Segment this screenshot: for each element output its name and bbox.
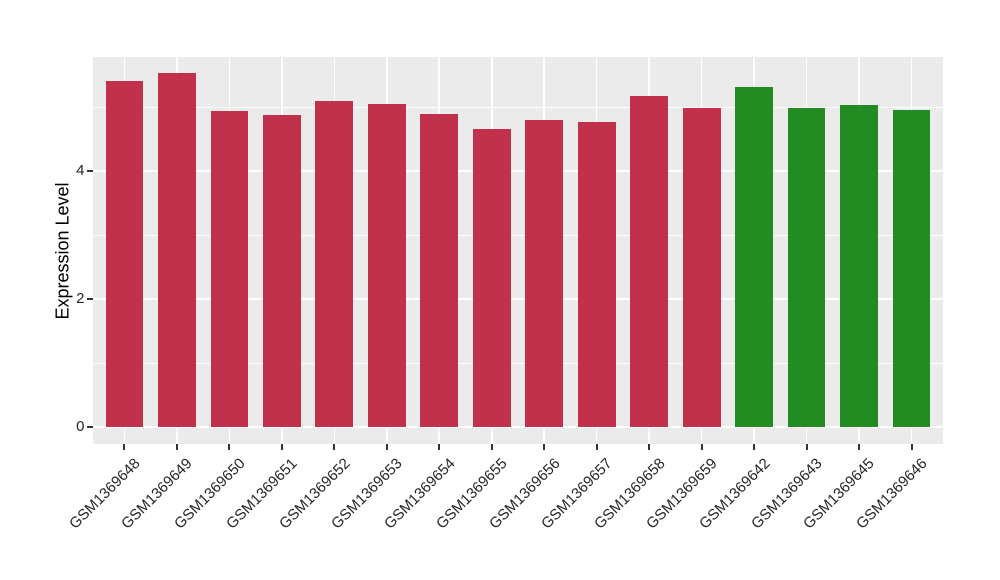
x-tick-mark-gsm1369648 xyxy=(123,444,126,450)
bar-gsm1369646 xyxy=(892,109,931,427)
x-tick-mark-gsm1369657 xyxy=(595,444,598,450)
x-tick-mark-gsm1369655 xyxy=(490,444,493,450)
x-tick-mark-gsm1369651 xyxy=(280,444,283,450)
minor-gridline-y-1 xyxy=(93,362,943,364)
x-tick-mark-gsm1369649 xyxy=(175,444,178,450)
x-tick-mark-gsm1369642 xyxy=(753,444,756,450)
bar-gsm1369652 xyxy=(315,101,354,427)
x-tick-mark-gsm1369645 xyxy=(858,444,861,450)
y-axis-title: Expression Level xyxy=(52,181,72,320)
y-tick-label-0: 0 xyxy=(76,418,85,435)
bar-gsm1369656 xyxy=(525,120,564,427)
y-tick-mark-2 xyxy=(86,298,93,300)
minor-gridline-y-5 xyxy=(93,106,943,108)
bar-gsm1369654 xyxy=(420,114,459,427)
bar-gsm1369642 xyxy=(735,87,773,427)
x-tick-mark-gsm1369654 xyxy=(438,444,441,450)
bar-gsm1369653 xyxy=(367,103,406,427)
bar-gsm1369651 xyxy=(263,115,301,427)
major-gridline-y-0 xyxy=(93,426,943,428)
bar-gsm1369645 xyxy=(840,105,878,427)
bar-gsm1369650 xyxy=(210,110,249,427)
major-gridline-y-4 xyxy=(93,170,943,172)
y-tick-mark-0 xyxy=(86,426,93,428)
bar-gsm1369649 xyxy=(158,73,196,427)
plot-panel xyxy=(93,57,943,444)
x-tick-mark-gsm1369653 xyxy=(385,444,388,450)
y-tick-label-4: 4 xyxy=(76,162,85,179)
bar-gsm1369643 xyxy=(787,108,826,427)
major-gridline-y-2 xyxy=(93,298,943,300)
x-tick-mark-gsm1369650 xyxy=(228,444,231,450)
bar-gsm1369658 xyxy=(630,96,669,427)
y-tick-label-2: 2 xyxy=(76,290,85,307)
x-tick-mark-gsm1369656 xyxy=(543,444,546,450)
x-tick-mark-gsm1369643 xyxy=(805,444,808,450)
bar-gsm1369659 xyxy=(682,108,721,427)
x-tick-mark-gsm1369646 xyxy=(910,444,913,450)
bar-gsm1369655 xyxy=(472,129,511,427)
x-tick-mark-gsm1369658 xyxy=(648,444,651,450)
x-tick-mark-gsm1369652 xyxy=(333,444,336,450)
x-tick-mark-gsm1369659 xyxy=(700,444,703,450)
y-tick-mark-4 xyxy=(86,170,93,172)
minor-gridline-y-3 xyxy=(93,234,943,236)
bar-gsm1369657 xyxy=(577,121,616,427)
bar-gsm1369648 xyxy=(105,80,144,427)
